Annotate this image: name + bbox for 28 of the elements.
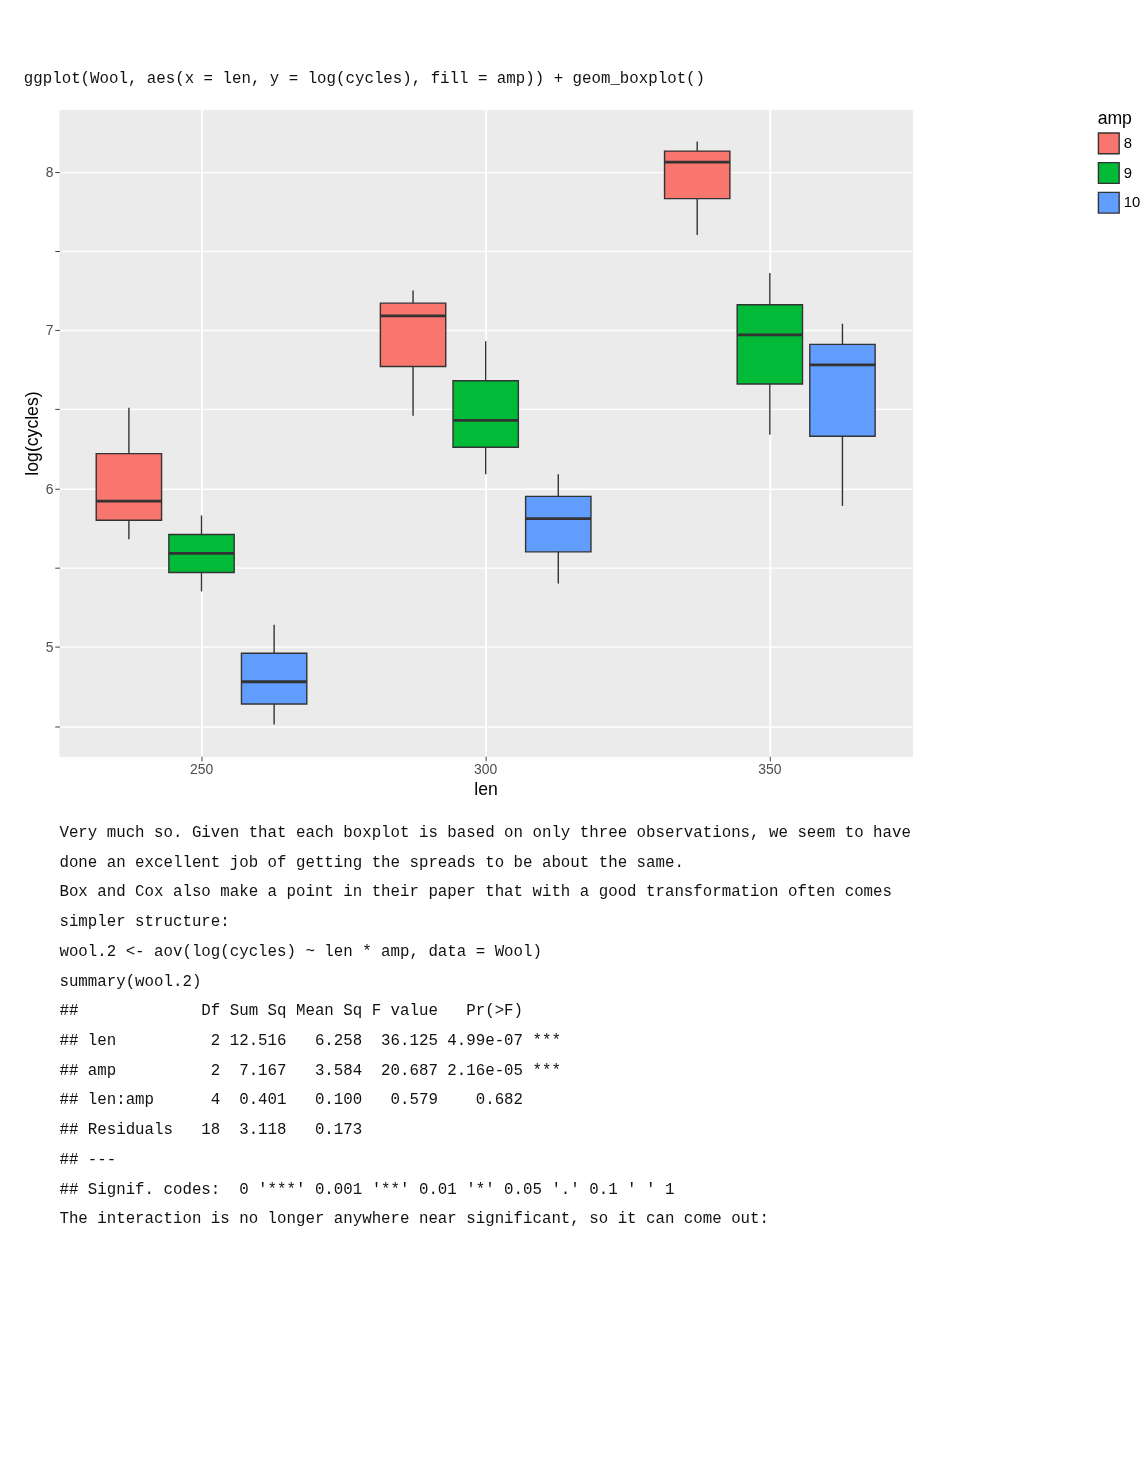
text: wool.2 <- aov(log(cycles) ~ len * amp, data = Wool)	[59, 942, 542, 961]
legend-label: 10	[1123, 194, 1141, 211]
text: The interaction is no longer anywhere near significant, so it can come out:	[59, 1210, 770, 1229]
y-axis-title: log(cycles)	[22, 391, 43, 476]
legend-label: 9	[1123, 164, 1132, 181]
text: ## ---	[59, 1150, 117, 1169]
x-tick-label: 250	[189, 761, 214, 778]
text: ## Df Sum Sq Mean Sq F value Pr(>F)	[59, 1002, 524, 1021]
text: Very much so. Given that each boxplot is based on only three observations, we seem to have	[59, 824, 911, 843]
text: ## len:amp 4 0.401 0.100 0.579 0.682	[59, 1091, 524, 1110]
chart-title: ggplot(Wool, aes(x = len, y = log(cycles), fill = amp)) + geom_boxplot()	[23, 69, 706, 88]
text: Box and Cox also make a point in their paper that with a good transformation often comes	[59, 883, 892, 902]
y-tick-label: 6	[45, 480, 54, 497]
legend-title: amp	[1097, 107, 1133, 128]
legend-label: 8	[1123, 134, 1132, 151]
y-tick-label: 7	[45, 322, 54, 339]
text: summary(wool.2)	[59, 972, 202, 991]
x-axis-title: len	[474, 778, 498, 799]
text: ## len 2 12.516 6.258 36.125 4.99e-07 ***	[59, 1032, 561, 1051]
text: ## Signif. codes: 0 '***' 0.001 '**' 0.01 '*' 0.05 '.' 0.1 ' ' 1	[59, 1180, 675, 1199]
text: ## amp 2 7.167 3.584 20.687 2.16e-05 ***	[59, 1061, 561, 1080]
x-tick-label: 350	[758, 761, 782, 778]
y-tick-label: 8	[45, 163, 54, 180]
x-tick-label: 300	[474, 761, 498, 778]
text: ## Residuals 18 3.118 0.173	[59, 1121, 363, 1140]
y-tick-label: 5	[45, 639, 54, 656]
text: done an excellent job of getting the spreads to be about the same.	[59, 853, 684, 872]
text: simpler structure:	[59, 913, 230, 932]
